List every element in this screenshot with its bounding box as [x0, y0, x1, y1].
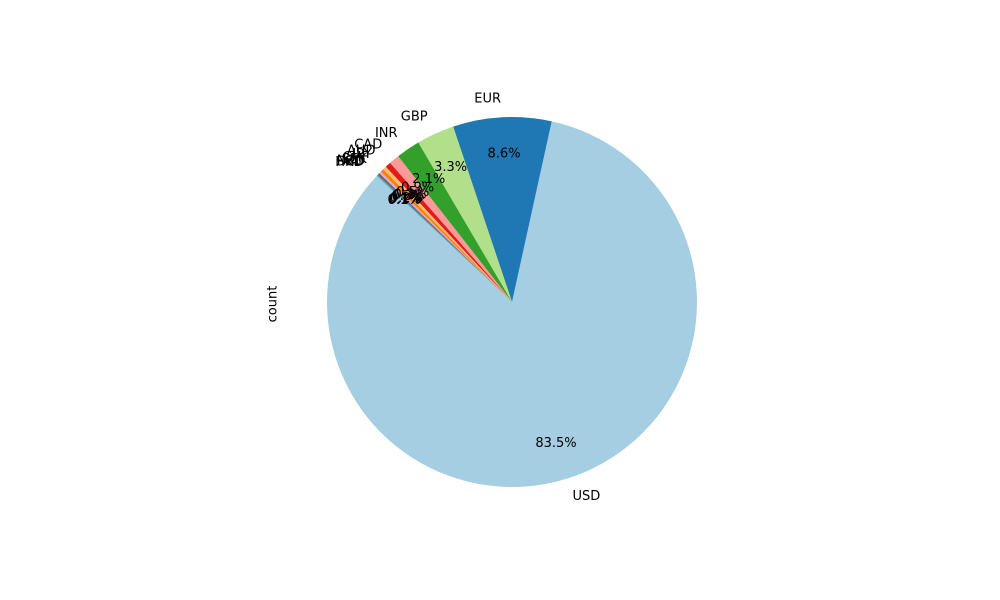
- slice-label-jpy: JPY: [351, 147, 371, 162]
- slice-pct-chf: 0.3%: [391, 189, 424, 204]
- slice-label-inr: INR: [375, 126, 398, 141]
- pie-slice-inr: [398, 142, 512, 302]
- slice-label-sek: SEK: [342, 152, 367, 167]
- slice-label-sgd: SGD: [336, 154, 364, 169]
- slice-pct-inr: 2.1%: [412, 172, 445, 187]
- slice-pct-eur: 8.6%: [488, 147, 521, 162]
- y-axis-label: count: [266, 286, 281, 323]
- pie-slice-sgd: [377, 174, 512, 302]
- slice-pct-cad: 0.9%: [401, 180, 434, 195]
- pie-slice-cad: [390, 156, 512, 302]
- slice-label-hkd: HKD: [335, 155, 363, 170]
- pie-slice-usd: [326, 121, 697, 488]
- slice-label-chf: CHF: [343, 150, 369, 165]
- slice-label-nzd: NZD: [337, 153, 366, 168]
- pie-slice-sek: [379, 171, 512, 302]
- slice-pct-hkd: 0.1%: [388, 193, 421, 208]
- pie-slice-aud: [385, 162, 512, 302]
- slice-label-usd: USD: [573, 489, 601, 504]
- slice-pct-aud: 0.5%: [396, 185, 429, 200]
- slice-pct-usd: 83.5%: [535, 436, 576, 451]
- pie-slice-chf: [380, 169, 512, 302]
- slice-pct-sgd: 0.1%: [388, 193, 421, 208]
- pie-slice-hkd: [376, 174, 512, 302]
- slice-pct-gbp: 3.3%: [434, 160, 467, 175]
- slice-label-cad: CAD: [354, 138, 382, 153]
- slice-pct-jpy: 0.3%: [393, 187, 426, 202]
- pie-slice-nzd: [378, 173, 512, 302]
- pie-slices: [326, 116, 697, 488]
- slice-pct-nzd: 0.1%: [389, 192, 422, 207]
- slice-label-eur: EUR: [474, 91, 501, 106]
- slice-label-aud: AUD: [347, 144, 375, 159]
- slice-pct-sek: 0.2%: [390, 191, 423, 206]
- pie-labels: USD 83.5% EUR 8.6% GBP 3.3% INR 2.1% CAD 0.9% AUD 0…: [335, 91, 600, 503]
- pie-slice-jpy: [383, 166, 512, 302]
- pie-slice-gbp: [418, 126, 512, 302]
- pie-slice-eur: [453, 116, 552, 302]
- slice-label-gbp: GBP: [401, 109, 428, 124]
